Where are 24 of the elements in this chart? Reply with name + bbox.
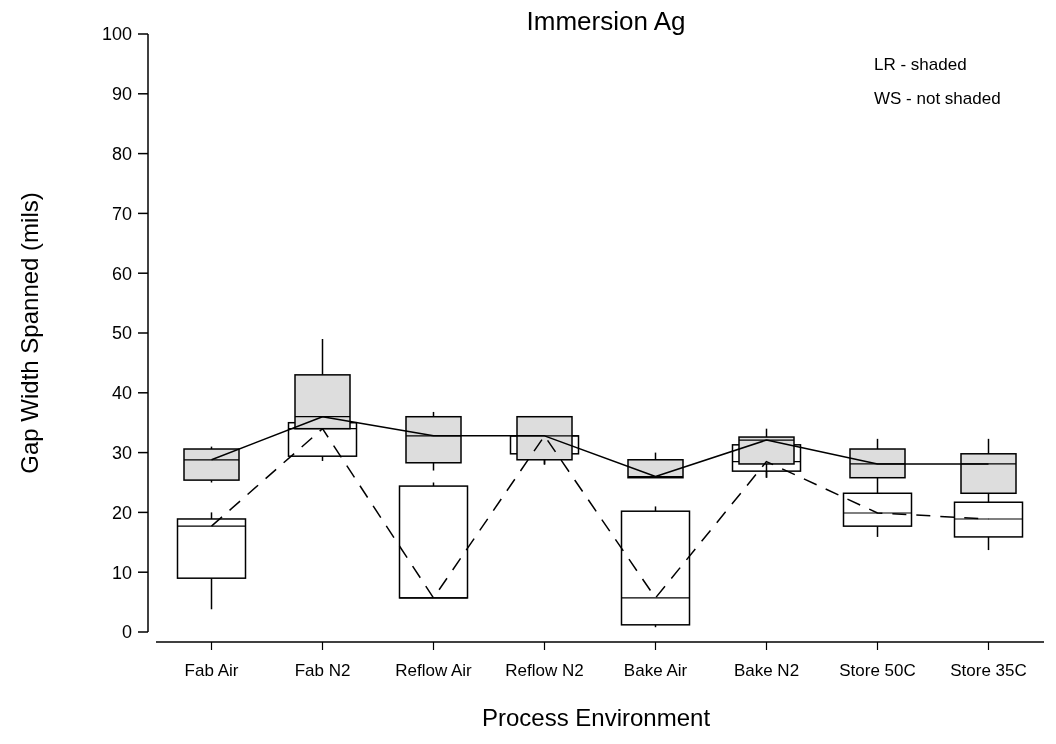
x-tick-label: Store 50C bbox=[839, 661, 916, 680]
x-tick-label: Bake N2 bbox=[733, 661, 800, 680]
chart-title: Immersion Ag bbox=[526, 6, 686, 36]
y-tick-label: 20 bbox=[111, 502, 132, 523]
x-tick-label: Fab N2 bbox=[294, 661, 351, 680]
x-tick-label: Reflow Air bbox=[395, 661, 473, 680]
x-tick-label: Store 35C bbox=[950, 661, 1027, 680]
y-tick-label: 70 bbox=[111, 203, 132, 224]
y-tick-label: 100 bbox=[101, 24, 132, 45]
y-tick-label: 40 bbox=[111, 383, 132, 404]
x-tick-label: Fab Air bbox=[184, 661, 239, 680]
x-axis-title: Process Environment bbox=[481, 704, 711, 731]
y-tick-label: 30 bbox=[111, 442, 132, 463]
x-tick-label: Bake Air bbox=[623, 661, 688, 680]
x-tick-label: Reflow N2 bbox=[505, 661, 584, 680]
annotation: LR - shaded bbox=[874, 55, 967, 74]
y-tick-label: 10 bbox=[111, 562, 132, 583]
y-tick-label: 50 bbox=[111, 323, 132, 344]
y-tick-label: 90 bbox=[111, 84, 132, 105]
y-tick-label: 0 bbox=[121, 622, 132, 643]
y-axis-title: Gap Width Spanned (mils) bbox=[16, 192, 43, 474]
annotation: WS - not shaded bbox=[874, 89, 1001, 108]
y-tick-label: 80 bbox=[111, 143, 132, 164]
y-tick-label: 60 bbox=[111, 263, 132, 284]
